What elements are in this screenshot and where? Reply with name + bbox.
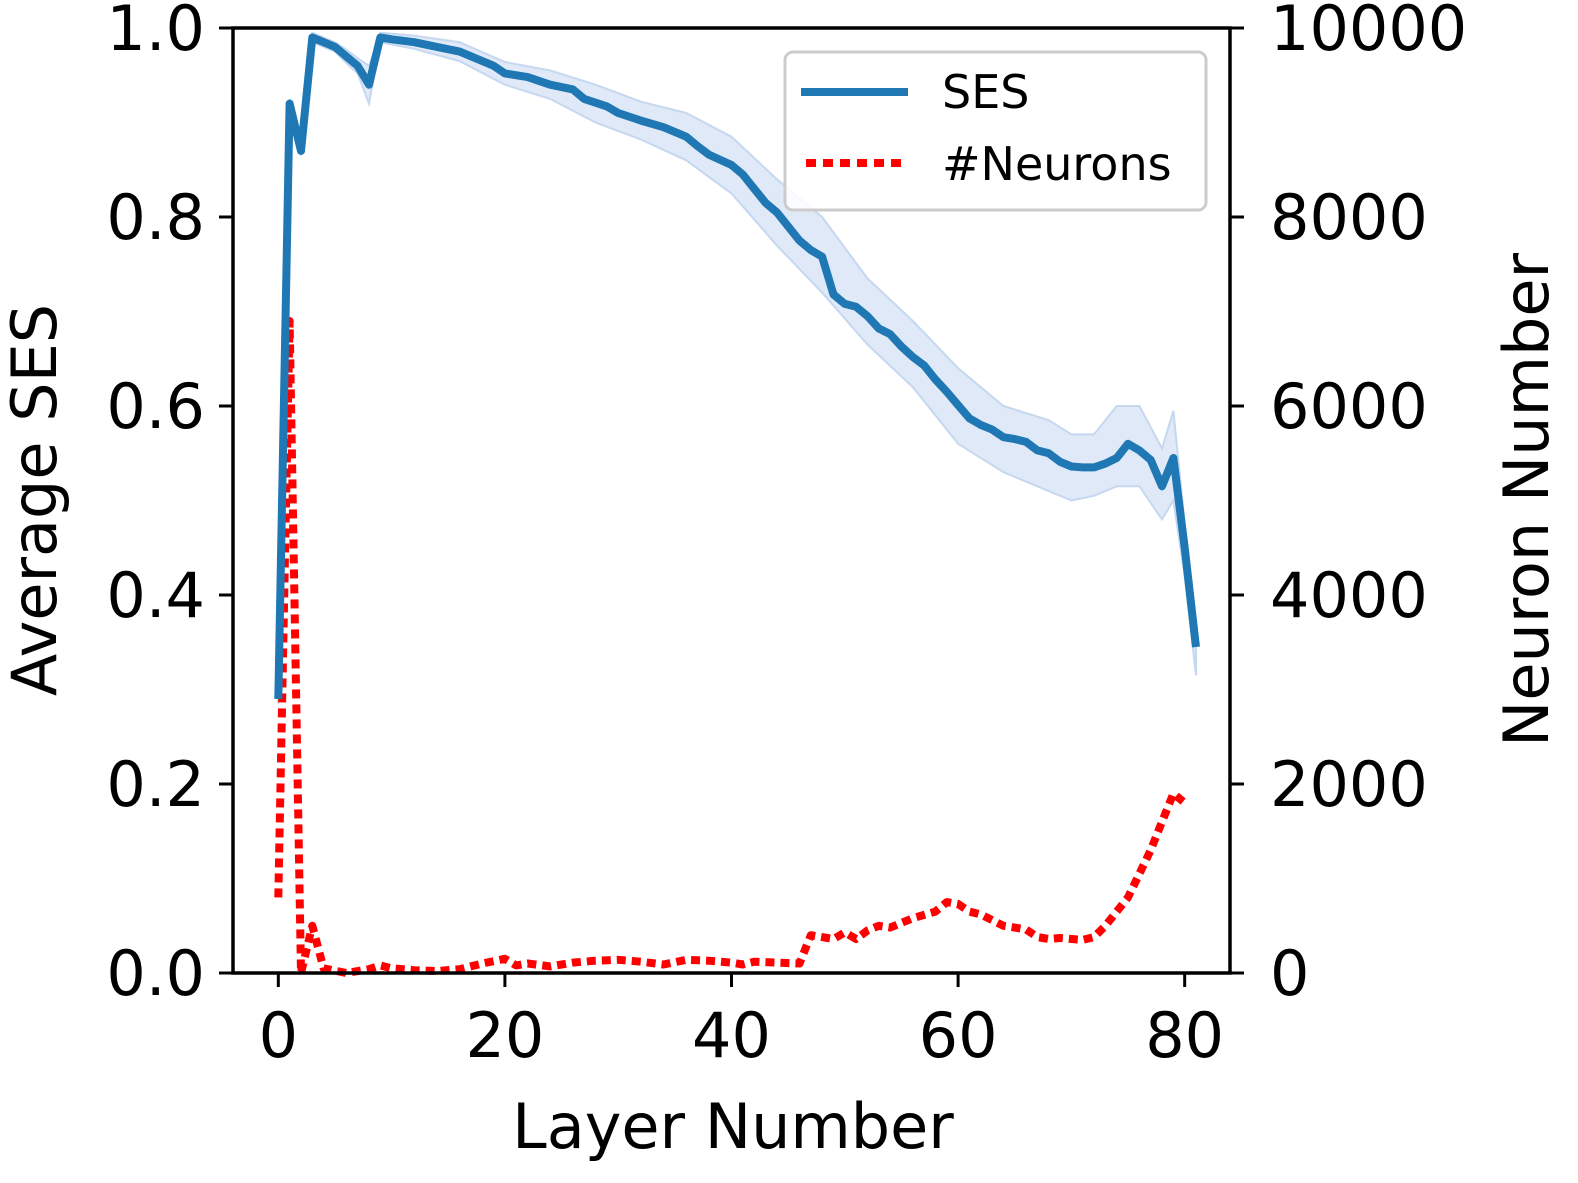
x-axis-ticks: 0 20 40 60 80 (259, 973, 1224, 1072)
y-right-tick-label: 6000 (1270, 370, 1428, 443)
x-tick-label: 60 (919, 999, 998, 1072)
y-left-axis-ticks: 0.0 0.2 0.4 0.6 0.8 1.0 (106, 0, 233, 1010)
y-right-axis-label: Neuron Number (1490, 253, 1563, 747)
series-neurons-line (274, 317, 1188, 977)
x-axis-label: Layer Number (512, 1090, 954, 1163)
y-right-tick-label: 4000 (1270, 559, 1428, 632)
legend: SES #Neurons (783, 50, 1208, 212)
y-left-axis-label: Average SES (0, 304, 71, 696)
y-left-tick-label: 0.2 (106, 748, 205, 821)
y-left-tick-label: 0.4 (106, 559, 205, 632)
y-right-tick-label: 10000 (1270, 0, 1467, 65)
y-right-tick-label: 0 (1270, 937, 1309, 1010)
x-tick-label: 0 (259, 999, 298, 1072)
y-left-tick-label: 0.6 (106, 370, 205, 443)
x-tick-label: 80 (1145, 999, 1224, 1072)
plot-area (274, 31, 1200, 977)
x-tick-label: 20 (465, 999, 544, 1072)
legend-ses-label: SES (942, 65, 1029, 119)
y-left-tick-label: 0.0 (106, 937, 205, 1010)
y-right-tick-label: 2000 (1270, 748, 1428, 821)
y-left-tick-label: 1.0 (106, 0, 205, 65)
series-ses-line (274, 33, 1200, 700)
y-left-tick-label: 0.8 (106, 181, 205, 254)
legend-neurons-label: #Neurons (942, 137, 1172, 191)
y-right-axis-ticks: 0 2000 4000 6000 8000 10000 (1230, 0, 1467, 1010)
x-tick-label: 40 (692, 999, 771, 1072)
y-right-tick-label: 8000 (1270, 181, 1428, 254)
